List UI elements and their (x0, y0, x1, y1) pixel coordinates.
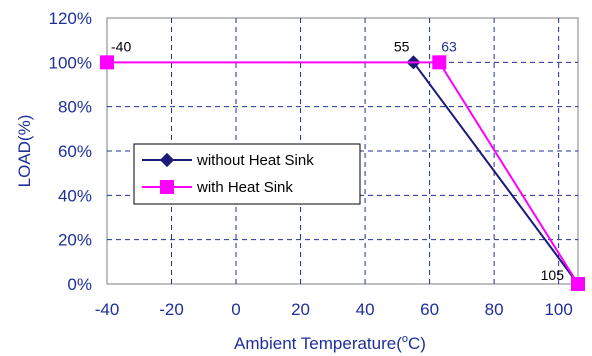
x-tick-label: 100 (544, 300, 572, 319)
data-point-square (432, 55, 447, 70)
annotation-label: 55 (394, 38, 410, 54)
tick-labels: -40 -20 0 20 40 60 80 100 0% 20% 40% 60% 80% 100% 120% (49, 9, 573, 319)
y-tick-label: 120% (49, 9, 92, 28)
x-axis-title-main: Ambient Temperature( (234, 334, 402, 353)
x-axis-title-sup: o (402, 333, 408, 345)
x-tick-label: 0 (231, 300, 240, 319)
y-axis-title: LOAD(%) (15, 115, 34, 188)
y-tick-label: 40% (58, 186, 92, 205)
x-tick-label: 80 (485, 300, 504, 319)
y-tick-label: 80% (58, 98, 92, 117)
y-tick-label: 0% (67, 275, 92, 294)
y-tick-label: 20% (58, 231, 92, 250)
data-point-square (100, 55, 114, 70)
series-layer (100, 55, 586, 292)
x-tick-label: -40 (95, 300, 120, 319)
annotations: -40 55 63 105 (111, 38, 564, 283)
legend-label-without: without Heat Sink (196, 152, 314, 169)
y-tick-label: 60% (58, 142, 92, 161)
annotation-label: 63 (441, 38, 457, 54)
y-tick-label: 100% (49, 53, 92, 72)
annotation-label: 105 (541, 267, 565, 283)
x-axis-title: Ambient Temperature(oC) (234, 333, 426, 353)
legend-marker-without-diamond (159, 152, 175, 168)
annotation-label: -40 (111, 38, 131, 54)
series-line-0 (412, 61, 579, 285)
data-point-square (571, 277, 585, 291)
legend-marker-with-square (160, 180, 174, 194)
legend: without Heat Sink with Heat Sink (133, 143, 361, 205)
x-tick-label: -20 (159, 300, 184, 319)
x-tick-label: 40 (356, 300, 375, 319)
x-tick-label: 20 (291, 300, 310, 319)
legend-label-with: with Heat Sink (196, 179, 293, 196)
x-tick-label: 60 (420, 300, 439, 319)
x-axis-title-unit: C) (408, 334, 426, 353)
